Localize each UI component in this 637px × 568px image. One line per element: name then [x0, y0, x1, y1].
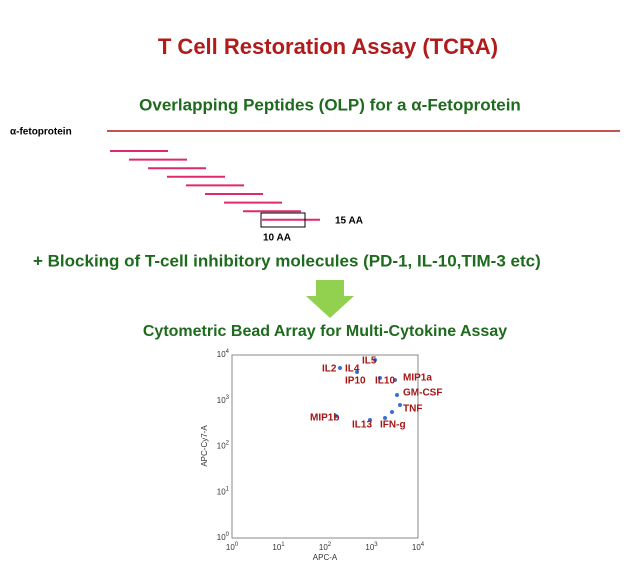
bead-cluster	[338, 366, 342, 370]
bead-cluster	[393, 378, 397, 382]
x-axis-label: APC-A	[313, 553, 338, 562]
tick-exp: 0	[235, 542, 239, 548]
cytokine-label: MIP1a	[403, 373, 432, 384]
assay-title: Cytometric Bead Array for Multi-Cytokine…	[143, 323, 507, 340]
tick-base: 10	[217, 396, 226, 405]
tick-base: 10	[365, 543, 374, 552]
tick-base: 10	[217, 350, 226, 359]
tick-exp: 0	[226, 532, 230, 538]
y-tick-label: 104	[217, 349, 230, 360]
tick-exp: 1	[281, 542, 285, 548]
bead-cluster	[368, 418, 372, 422]
tick-exp: 2	[226, 440, 230, 446]
x-tick-label: 103	[365, 542, 378, 553]
cytokine-label: IL13	[352, 420, 372, 431]
tick-exp: 4	[226, 349, 230, 355]
tick-exp: 3	[226, 394, 230, 400]
x-tick-label: 101	[272, 542, 285, 553]
tick-base: 10	[217, 442, 226, 451]
y-axis-label: APC-Cy7-A	[200, 425, 209, 467]
bead-cluster	[395, 393, 399, 397]
bead-cluster	[373, 358, 377, 362]
tick-base: 10	[412, 543, 421, 552]
cytokine-label: MIP1b	[310, 413, 339, 424]
y-tick-label: 102	[217, 440, 230, 451]
subtitle: Overlapping Peptides (OLP) for a α-Fetop…	[139, 95, 521, 114]
tick-exp: 3	[374, 542, 378, 548]
down-arrow	[306, 280, 354, 318]
bead-cluster	[355, 370, 359, 374]
tick-base: 10	[319, 543, 328, 552]
overlap-label: 10 AA	[263, 233, 291, 244]
cytokine-label: IL10	[375, 376, 395, 387]
y-tick-label: 100	[217, 532, 230, 543]
cytokine-label: IL4	[345, 364, 360, 375]
cytokine-label: GM-CSF	[403, 388, 442, 399]
tick-exp: 2	[328, 542, 332, 548]
tick-base: 10	[217, 487, 226, 496]
cytokine-label: IFN-g	[380, 420, 406, 431]
cytokine-label: IL2	[322, 364, 337, 375]
title: T Cell Restoration Assay (TCRA)	[158, 34, 498, 59]
bead-cluster	[378, 376, 382, 380]
cytokine-label: TNF	[403, 404, 422, 415]
tick-base: 10	[226, 543, 235, 552]
x-tick-label: 104	[412, 542, 425, 553]
cytokine-label: IP10	[345, 376, 366, 387]
tick-base: 10	[272, 543, 281, 552]
cytokine-label: IL5	[362, 356, 377, 367]
y-tick-label: 101	[217, 486, 230, 497]
protein-label: α-fetoprotein	[10, 127, 72, 138]
x-tick-label: 102	[319, 542, 332, 553]
bead-cluster	[334, 414, 338, 418]
plot-frame	[231, 354, 419, 539]
peptides	[110, 150, 320, 221]
tick-exp: 4	[421, 542, 425, 548]
bead-cluster	[398, 403, 402, 407]
length-label: 15 AA	[335, 216, 363, 227]
x-tick-label: 100	[226, 542, 239, 553]
bead-cluster	[390, 410, 394, 414]
y-tick-label: 103	[217, 394, 230, 405]
overlap-bracket	[260, 212, 306, 228]
bead-cluster	[383, 416, 387, 420]
blocking-text: + Blocking of T-cell inhibitory molecule…	[33, 251, 541, 270]
tick-exp: 1	[226, 486, 230, 492]
tick-base: 10	[217, 533, 226, 542]
